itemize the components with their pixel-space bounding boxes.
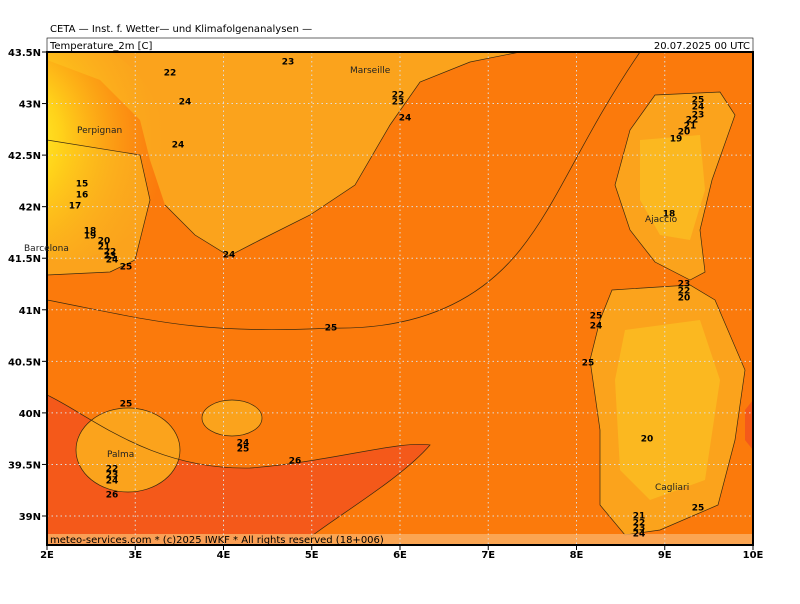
contour-label: 22 — [633, 519, 646, 529]
contour-label: 20 — [641, 435, 654, 445]
place-label: Palma — [107, 450, 134, 460]
lat-tick-label: 40.5N — [8, 357, 41, 368]
contour-label: 26 — [289, 457, 302, 467]
contour-label: 18 — [84, 227, 97, 237]
contour-label: 23 — [282, 58, 295, 68]
contour-label: 23 — [106, 471, 119, 481]
parameter-label: Temperature_2m [C] — [49, 41, 153, 52]
header-source: CETA — Inst. f. Wetter— und Klimafolgena… — [50, 24, 312, 35]
contour-label: 22 — [164, 69, 177, 79]
contour-label: 16 — [76, 191, 89, 201]
contour-label: 25 — [590, 312, 603, 322]
lon-tick-label: 4E — [217, 550, 231, 561]
contour-label: 23 — [392, 98, 405, 108]
lon-tick-label: 9E — [658, 550, 672, 561]
lat-tick-label: 42N — [19, 203, 41, 214]
lon-tick-label: 6E — [393, 550, 407, 561]
contour-label: 21 — [633, 512, 646, 522]
header-bar — [46, 37, 754, 53]
place-label: Perpignan — [77, 126, 122, 136]
lon-tick-label: 10E — [743, 550, 764, 561]
contour-label: 24 — [179, 98, 192, 108]
lon-tick-label: 3E — [128, 550, 142, 561]
contour-label: 22 — [392, 91, 405, 101]
contour-label: 23 — [692, 111, 705, 121]
contour-label: 23 — [633, 524, 646, 534]
lat-tick-label: 40N — [19, 409, 41, 420]
contour-label: 24 — [106, 477, 119, 487]
lon-tick-label: 7E — [481, 550, 495, 561]
contour-label: 21 — [98, 243, 111, 253]
contour-label: 25 — [325, 324, 338, 334]
contour-label: 20 — [98, 237, 111, 247]
place-label: Cagliari — [655, 483, 689, 493]
contour-label: 25 — [237, 445, 250, 455]
contour-label: 25 — [120, 263, 133, 273]
lon-tick-label: 5E — [305, 550, 319, 561]
lat-tick-label: 43N — [19, 100, 41, 111]
contour-label: 25 — [582, 359, 595, 369]
lat-tick-label: 39N — [19, 512, 41, 523]
contour-label: 24 — [172, 141, 185, 151]
contour-label: 24 — [106, 256, 119, 266]
contour-label: 23 — [678, 280, 691, 290]
contour-label: 24 — [237, 439, 250, 449]
contour-label: 25 — [692, 504, 705, 514]
contour-label: 17 — [69, 202, 82, 212]
contour-label: 21 — [684, 122, 697, 132]
lon-tick-label: 8E — [570, 550, 584, 561]
contour-label: 20 — [678, 128, 691, 138]
contour-label: 24 — [633, 530, 646, 540]
lat-tick-label: 43.5N — [8, 48, 41, 59]
lon-tick-label: 2E — [40, 550, 54, 561]
place-label: Ajaccio — [645, 215, 678, 225]
lat-tick-label: 41N — [19, 306, 41, 317]
contour-label: 25 — [692, 96, 705, 106]
contour-label: 24 — [399, 114, 412, 124]
lat-tick-label: 41.5N — [8, 254, 41, 265]
labels: 2E 3E 4E 5E 6E 7E 8E 9E 10E 43.5N 43N 42.5N 42N 41.5N… — [8, 48, 764, 561]
contour-label: 22 — [104, 248, 117, 258]
grid — [47, 52, 753, 545]
contour-label: 22 — [106, 465, 119, 475]
contour-label: 24 — [590, 322, 603, 332]
lat-tick-label: 42.5N — [8, 151, 41, 162]
contour-label: 26 — [106, 491, 119, 501]
contour-label: 23 — [104, 252, 117, 262]
contour-label: 22 — [678, 287, 691, 297]
place-label: Marseille — [350, 66, 391, 76]
contour-label: 22 — [686, 116, 699, 126]
contour-label: 24 — [223, 251, 236, 261]
contour-label: 24 — [692, 103, 705, 113]
footer: meteo-services.com * (c)2025 IWKF * All … — [50, 535, 384, 546]
contour-label: 25 — [120, 400, 133, 410]
lat-tick-label: 39.5N — [8, 460, 41, 471]
contour-label: 18 — [663, 210, 676, 220]
contour-label: 15 — [76, 180, 89, 190]
valid-time: 20.07.2025 00 UTC — [654, 41, 750, 52]
contour-label: 19 — [84, 232, 97, 242]
contour-label: 19 — [670, 135, 683, 145]
place-label: Barcelona — [24, 244, 69, 254]
contour-label: 20 — [678, 294, 691, 304]
